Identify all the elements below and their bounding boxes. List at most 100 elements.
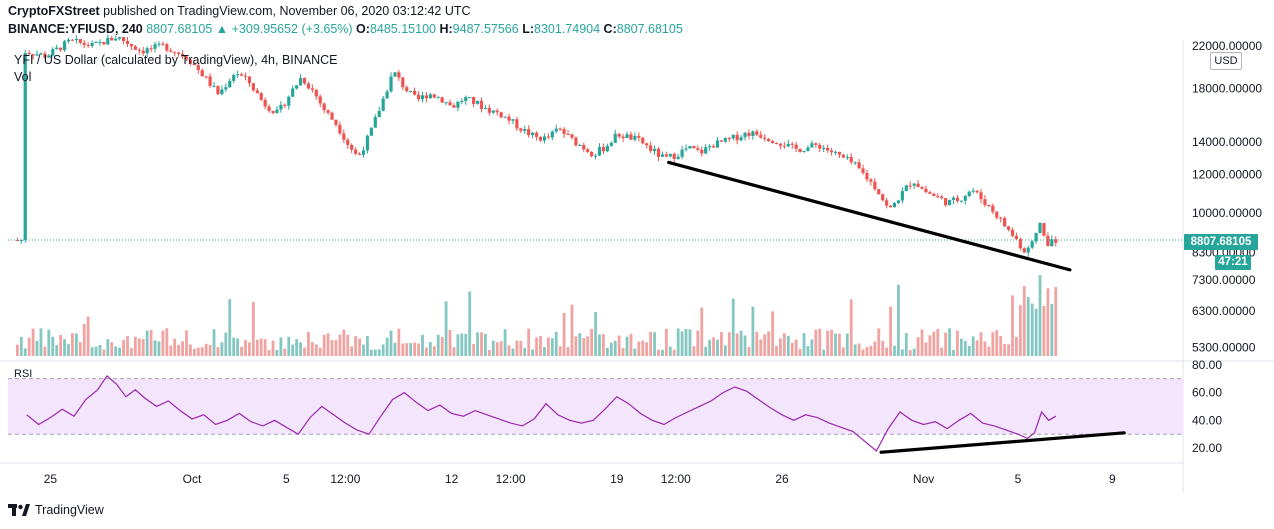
tradingview-brand[interactable]: TradingView: [8, 503, 104, 517]
volume-bar: [126, 335, 129, 356]
volume-bar: [889, 306, 892, 356]
candle-body: [755, 131, 759, 135]
candle-body: [955, 197, 960, 201]
candle-body: [263, 99, 267, 107]
candle-body: [1034, 232, 1038, 242]
candle-body: [479, 100, 484, 109]
volume-bar: [731, 298, 735, 356]
rsi-line: [26, 375, 1057, 452]
rsi-tick-label: 60.00: [1192, 386, 1222, 400]
volume-bar: [468, 291, 472, 356]
candle-body: [275, 109, 279, 114]
candle-body: [822, 147, 826, 149]
candle-body: [908, 185, 912, 187]
candle-body: [125, 41, 130, 44]
candle-body: [298, 78, 303, 86]
volume-bar: [307, 332, 310, 356]
candle-body: [806, 147, 810, 152]
candle-body: [574, 137, 578, 146]
candle-body: [314, 89, 318, 97]
candle-body: [652, 148, 657, 152]
candle-body: [708, 146, 712, 148]
candle-body: [719, 140, 724, 142]
candle-body: [767, 138, 771, 142]
volume-bar: [794, 339, 798, 356]
volume-bar: [310, 342, 314, 356]
volume-bar: [515, 340, 519, 356]
time-tick-label: Nov: [913, 472, 934, 486]
candle-body: [59, 47, 63, 51]
volume-bar: [629, 333, 633, 356]
candle-body: [208, 76, 212, 86]
candle-body: [688, 145, 692, 149]
candle-body: [141, 50, 145, 54]
volume-bar: [763, 334, 767, 356]
volume-bar: [720, 331, 723, 356]
candle-body: [346, 139, 350, 145]
volume-bar: [617, 335, 621, 356]
volume-bar: [452, 347, 456, 356]
candle-body: [759, 134, 763, 138]
volume-bar: [405, 343, 409, 356]
candle-body: [810, 143, 814, 148]
volume-bar: [704, 346, 708, 356]
candle-body: [853, 162, 857, 164]
series-legend[interactable]: YFI / US Dollar (calculated by TradingVi…: [14, 53, 338, 67]
volume-bar: [358, 338, 361, 356]
candle-body: [873, 181, 877, 190]
volume-bar: [621, 348, 625, 356]
candle-body: [546, 136, 550, 138]
volume-bar: [814, 329, 818, 356]
volume-bar: [688, 329, 692, 356]
candle-body: [118, 37, 122, 39]
volume-bar: [637, 341, 641, 356]
volume-bar: [460, 333, 464, 356]
candle-body: [684, 148, 688, 150]
candle-body: [114, 38, 118, 41]
candle-body: [727, 137, 731, 139]
currency-button[interactable]: USD: [1210, 52, 1242, 70]
volume-legend[interactable]: Vol: [14, 70, 32, 84]
volume-bar: [251, 302, 255, 356]
volume-bar: [928, 335, 932, 356]
volume-bar: [141, 339, 145, 356]
candle-body: [936, 196, 940, 198]
volume-bar: [503, 329, 507, 356]
volume-bar: [865, 347, 869, 356]
publisher-name[interactable]: CryptoFXStreet: [8, 4, 100, 18]
volume-bar: [1042, 305, 1046, 356]
volume-bar: [818, 328, 822, 356]
volume-bar: [409, 343, 413, 356]
volume-bar: [192, 348, 196, 356]
candle-body: [405, 87, 409, 92]
volume-bar: [936, 328, 940, 356]
candle-body: [1050, 239, 1054, 247]
volume-bar: [1026, 297, 1030, 356]
candle-body: [468, 96, 472, 98]
candle-body: [82, 42, 86, 45]
volume-bar: [330, 340, 334, 356]
volume-bar: [464, 334, 468, 356]
candle-body: [711, 146, 716, 148]
volume-bar: [350, 346, 354, 356]
volume-bar: [200, 347, 204, 356]
candle-body: [570, 134, 574, 138]
candle-body: [448, 102, 452, 106]
time-tick-label: 12:00: [330, 472, 360, 486]
candle-body: [475, 100, 480, 104]
rsi-legend[interactable]: RSI: [14, 368, 33, 380]
candle-body: [78, 39, 82, 43]
volume-bar: [67, 344, 70, 356]
volume-bar: [110, 342, 114, 356]
volume-bar: [137, 338, 141, 356]
candle-body: [279, 104, 283, 110]
candle-body: [849, 157, 853, 163]
candle-body: [932, 193, 936, 197]
volume-bar: [771, 311, 774, 356]
volume-bar: [322, 334, 326, 356]
volume-bar: [546, 337, 550, 356]
volume-bar: [173, 338, 177, 356]
candle-body: [409, 90, 413, 92]
volume-bar: [216, 347, 220, 356]
